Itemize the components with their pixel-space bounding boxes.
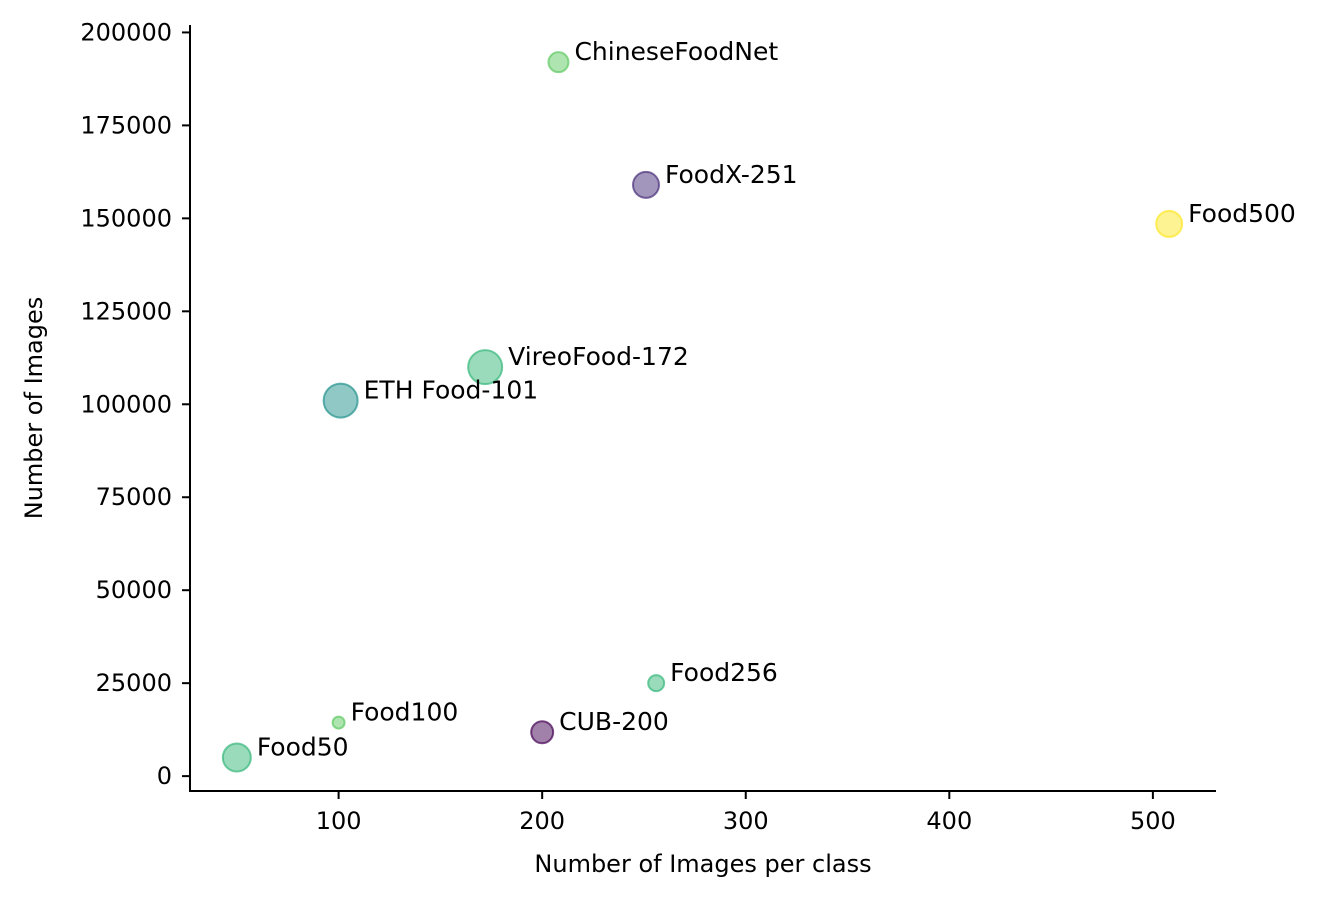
- point-label: Food100: [351, 698, 459, 727]
- y-tick-label: 75000: [96, 483, 172, 511]
- y-tick-label: 0: [157, 762, 172, 790]
- x-tick-label: 500: [1130, 807, 1176, 835]
- y-tick-label: 175000: [80, 111, 172, 139]
- x-tick-label: 400: [926, 807, 972, 835]
- data-point: [530, 720, 555, 745]
- y-tick-label: 100000: [80, 390, 172, 418]
- point-label: Food256: [670, 658, 778, 687]
- y-tick-label: 25000: [96, 669, 172, 697]
- data-point: [221, 742, 252, 773]
- x-ticks: 100 200 300 400 500: [316, 791, 1176, 835]
- data-point: [322, 382, 359, 419]
- data-point: [1155, 209, 1184, 238]
- point-label: VireoFood-172: [508, 342, 689, 371]
- point-label: ChineseFoodNet: [574, 37, 778, 66]
- data-point: [647, 674, 666, 693]
- y-tick-label: 50000: [96, 576, 172, 604]
- x-tick-label: 100: [316, 807, 362, 835]
- point-label: ETH Food-101: [364, 376, 538, 405]
- data-point: [632, 170, 660, 199]
- data-point: [331, 715, 346, 730]
- data-point: [547, 51, 570, 74]
- point-label: Food50: [257, 733, 349, 762]
- y-tick-label: 125000: [80, 297, 172, 325]
- data-points: [221, 51, 1184, 773]
- y-tick-label: 200000: [80, 18, 172, 46]
- x-axis-label: Number of Images per class: [534, 850, 871, 878]
- point-label: Food500: [1188, 199, 1296, 228]
- y-tick-label: 150000: [80, 204, 172, 232]
- x-tick-label: 200: [519, 807, 565, 835]
- point-label: FoodX-251: [665, 160, 798, 189]
- point-label: CUB-200: [559, 707, 669, 736]
- y-axis-label: Number of Images: [20, 297, 48, 519]
- axes: [189, 25, 1216, 792]
- point-labels: ChineseFoodNet FoodX-251 Food500 VireoFood-…: [257, 37, 1296, 761]
- y-ticks: 0 25000 50000 75000 100000 125000 150000 175000…: [80, 18, 190, 790]
- data-point: [467, 349, 504, 386]
- x-tick-label: 300: [723, 807, 769, 835]
